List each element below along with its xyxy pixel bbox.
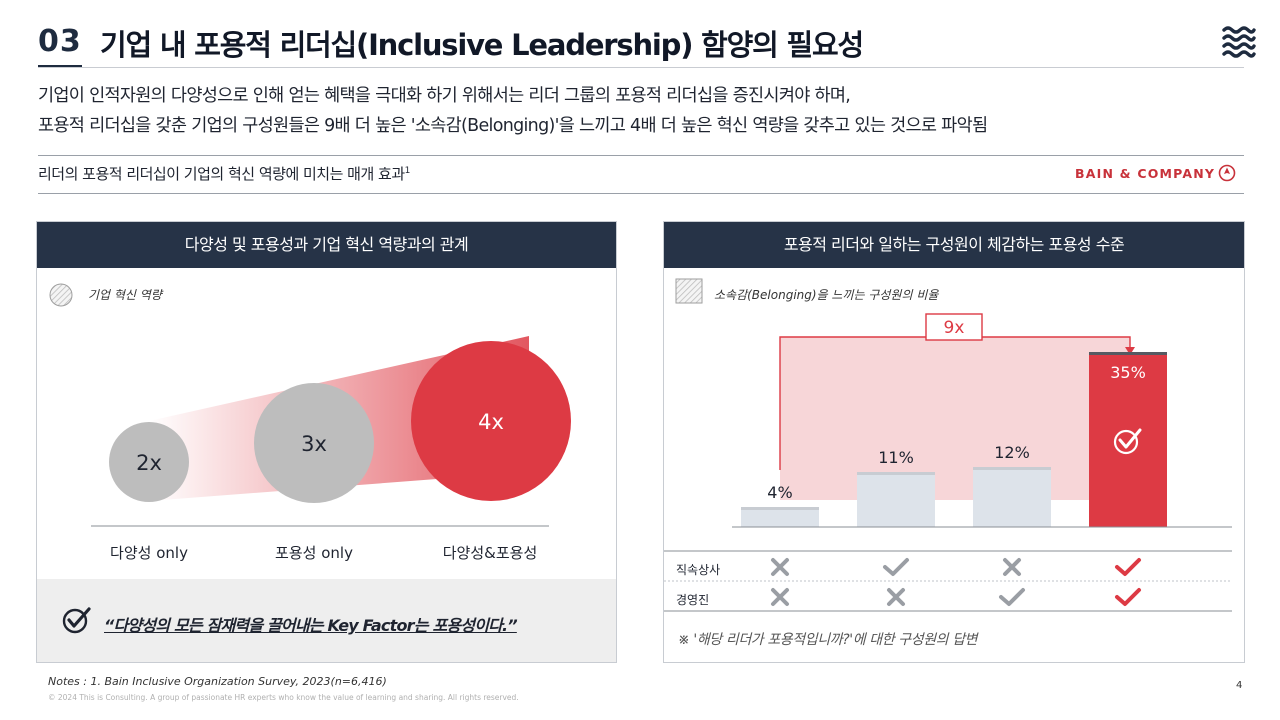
multiplier-label: 9x <box>944 318 965 338</box>
bubble-label-2: 3x <box>301 432 327 456</box>
left-panel-title: 다양성 및 포용성과 기업 혁신 역량과의 관계 <box>37 222 616 268</box>
bar-label-2: 11% <box>878 448 914 467</box>
belonging-bar-chart: 9x 4% 11% 12% 35% <box>664 313 1232 612</box>
bar-label-3: 12% <box>994 443 1030 462</box>
bar-cap-4 <box>1089 352 1167 355</box>
right-legend-label: 소속감(Belonging)을 느끼는 구성원의 비율 <box>714 288 939 302</box>
bubble-category-1: 다양성 only <box>110 544 188 562</box>
page-title: 기업 내 포용적 리더십(Inclusive Leadership) 함양의 필… <box>100 28 864 62</box>
bubble-label-3: 4x <box>478 410 504 434</box>
survey-question-note: ※ '해당 리더가 포용적입니까?'에 대한 구성원의 답변 <box>678 632 978 648</box>
cross-icon <box>1003 558 1021 576</box>
row-label-executives: 경영진 <box>676 593 710 607</box>
bar-label-4: 35% <box>1110 363 1146 382</box>
bubble-category-3: 다양성&포용성 <box>442 544 538 562</box>
cross-icon <box>771 588 789 606</box>
check-badge-icon <box>62 607 91 634</box>
bubble-label-1: 2x <box>136 451 162 475</box>
bar-cap-2 <box>857 472 935 475</box>
section-underline <box>38 65 82 68</box>
summary-line-2: 포용적 리더십을 갖춘 기업의 구성원들은 9배 더 높은 '소속감(Belon… <box>38 116 988 136</box>
key-quote-text: “다양성의 모든 잠재력을 끌어내는 Key Factor는 포용성이다.” <box>104 616 518 635</box>
key-quote-box <box>37 579 616 662</box>
bubble-2 <box>254 383 374 503</box>
bar-check-badge-icon <box>1113 429 1139 455</box>
check-icon <box>883 558 909 576</box>
bar-3 <box>973 467 1051 527</box>
bar-check-mark-icon <box>1118 428 1142 449</box>
chart-subheading: 리더의 포용적 리더십이 기업의 혁신 역량에 미치는 매개 효과1 <box>38 163 410 184</box>
bar-1 <box>741 507 819 527</box>
bubble-category-2: 포용성 only <box>275 544 353 562</box>
cross-icon <box>771 558 789 576</box>
bubble-3 <box>411 341 571 501</box>
legend-hatched-circle-icon <box>49 283 73 307</box>
bar-cap-3 <box>973 467 1051 470</box>
bar-cap-1 <box>741 507 819 510</box>
bar-2 <box>857 472 935 527</box>
multiplier-badge <box>925 313 983 341</box>
bain-logo-icon <box>1218 164 1236 182</box>
multiplier-arrowhead <box>1125 347 1135 355</box>
row-label-direct-manager: 직속상사 <box>676 563 721 577</box>
bubble-1 <box>109 422 189 502</box>
copyright: © 2024 This is Consulting. A group of pa… <box>48 693 519 702</box>
page-number: 4 <box>1236 680 1243 691</box>
waves-logo-icon <box>1222 26 1256 58</box>
check-icon <box>1115 588 1141 606</box>
cross-icon <box>887 588 905 606</box>
chart-subheading-text: 리더의 포용적 리더십이 기업의 혁신 역량에 미치는 매개 효과 <box>38 165 405 183</box>
notes: Notes : 1. Bain Inclusive Organization S… <box>48 675 387 688</box>
multiplier-highlight-area <box>780 337 1130 500</box>
footnote-marker: 1 <box>404 166 411 176</box>
source-brand: BAIN & COMPANY <box>1075 166 1216 181</box>
left-legend-label: 기업 혁신 역량 <box>88 288 162 302</box>
bar-label-1: 4% <box>767 483 792 502</box>
subheading-rule-bottom <box>38 193 1244 194</box>
title-divider <box>38 67 1244 68</box>
subheading-rule-top <box>38 155 1244 156</box>
bubble-chart: 2x 3x 4x <box>91 336 571 527</box>
section-number: 03 <box>38 24 82 59</box>
legend-hatched-square-icon <box>675 278 703 304</box>
right-panel-title: 포용적 리더와 일하는 구성원이 체감하는 포용성 수준 <box>664 222 1244 268</box>
bar-4 <box>1089 352 1167 527</box>
summary-line-1: 기업이 인적자원의 다양성으로 인해 얻는 혜택을 극대화 하기 위해서는 리더… <box>38 86 851 106</box>
check-icon <box>1115 558 1141 576</box>
check-icon <box>999 588 1025 606</box>
